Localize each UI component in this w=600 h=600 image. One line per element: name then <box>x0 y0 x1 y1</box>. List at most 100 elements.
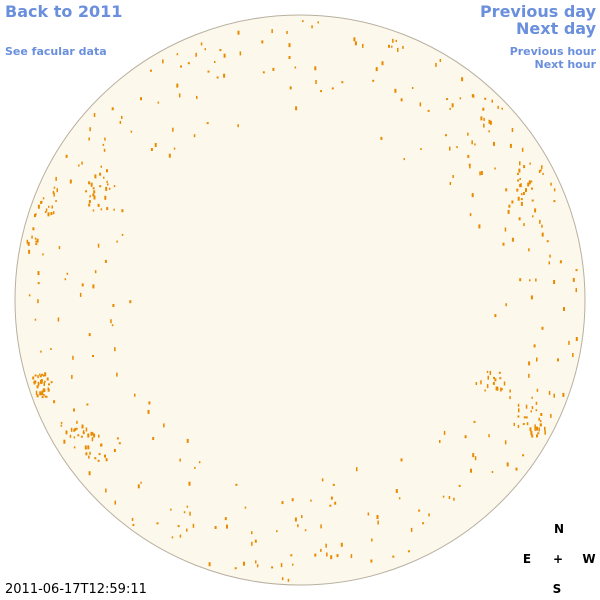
facula <box>239 51 242 56</box>
facula <box>88 181 91 185</box>
facula <box>92 209 95 212</box>
facula <box>110 319 112 324</box>
facula <box>39 375 42 378</box>
next-day-link[interactable]: Next day <box>516 19 596 38</box>
facula <box>97 243 100 248</box>
facula <box>34 213 37 216</box>
facula <box>81 424 84 429</box>
facula <box>72 355 74 360</box>
facula <box>65 154 68 158</box>
facula <box>314 553 317 557</box>
facula <box>48 205 50 208</box>
facula <box>100 443 102 447</box>
facula <box>223 53 226 58</box>
facula <box>234 567 237 570</box>
facula <box>534 424 536 429</box>
facula <box>65 430 68 434</box>
facula <box>488 119 491 124</box>
facula <box>204 48 206 51</box>
facula <box>494 378 497 382</box>
facula <box>36 394 39 398</box>
facula <box>542 172 544 175</box>
facula <box>84 445 87 450</box>
facula <box>541 165 543 170</box>
facula <box>521 147 524 152</box>
facula <box>500 387 502 392</box>
facula <box>540 413 543 416</box>
facula <box>251 541 253 546</box>
facula <box>475 382 478 385</box>
facula <box>427 109 430 112</box>
facula <box>35 390 38 395</box>
facula <box>400 458 403 462</box>
facula <box>523 165 526 169</box>
facula <box>511 200 514 204</box>
facula <box>311 25 313 29</box>
facula <box>114 347 116 352</box>
facula <box>276 530 278 533</box>
facula <box>336 554 339 558</box>
previous-day-link[interactable]: Previous day <box>479 2 596 21</box>
facula <box>526 422 529 426</box>
facula <box>546 240 549 243</box>
facula <box>271 29 273 34</box>
facula <box>331 87 334 90</box>
facula <box>192 523 195 528</box>
facula <box>129 300 132 304</box>
facula <box>280 563 283 568</box>
facula <box>525 404 528 409</box>
facula <box>94 457 97 460</box>
facula <box>163 423 165 428</box>
facular-data-link[interactable]: See facular data <box>5 45 107 58</box>
facula <box>116 437 119 440</box>
facula <box>193 134 196 138</box>
next-hour-link[interactable]: Next hour <box>534 58 597 71</box>
facula <box>87 445 90 450</box>
facula <box>499 377 502 380</box>
facula <box>422 522 425 525</box>
facula <box>449 107 451 110</box>
facula <box>32 227 35 231</box>
facula <box>157 101 160 104</box>
facula <box>35 243 38 246</box>
facula <box>53 192 55 197</box>
facula <box>528 180 531 185</box>
facula <box>27 241 30 246</box>
facula <box>47 388 50 392</box>
facula <box>493 141 495 146</box>
facula <box>134 393 136 397</box>
facula <box>150 69 152 72</box>
facula <box>536 357 538 362</box>
facula <box>320 524 322 529</box>
facula <box>531 199 534 202</box>
facula <box>529 427 532 432</box>
facula <box>35 240 37 243</box>
facula <box>419 102 422 107</box>
facula <box>531 434 534 438</box>
back-link[interactable]: Back to 2011 <box>5 2 123 21</box>
facula <box>100 208 103 211</box>
facula <box>459 97 462 100</box>
facula <box>489 120 492 125</box>
facula <box>350 554 353 559</box>
facula <box>183 511 186 514</box>
facula <box>448 496 451 499</box>
facula <box>532 215 534 218</box>
facula <box>186 505 189 508</box>
facula <box>403 158 405 161</box>
facula <box>41 393 43 396</box>
facula <box>575 269 578 272</box>
facula <box>504 227 507 232</box>
facula <box>504 440 507 445</box>
facula <box>53 400 56 404</box>
previous-hour-link[interactable]: Previous hour <box>509 45 596 58</box>
facula <box>517 179 520 182</box>
facula <box>92 193 95 197</box>
facula <box>538 170 541 173</box>
facula <box>200 42 203 46</box>
facula <box>100 443 103 447</box>
facula <box>519 178 521 180</box>
facula <box>89 195 91 198</box>
facula <box>207 70 210 73</box>
